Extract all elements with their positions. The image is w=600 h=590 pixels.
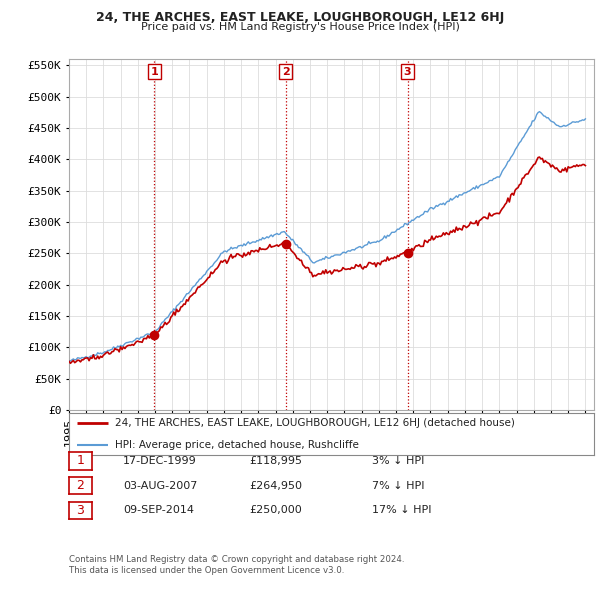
Text: 7% ↓ HPI: 7% ↓ HPI [372, 481, 425, 490]
Text: 17-DEC-1999: 17-DEC-1999 [123, 456, 197, 466]
Text: £118,995: £118,995 [249, 456, 302, 466]
Text: 09-SEP-2014: 09-SEP-2014 [123, 506, 194, 515]
Text: Price paid vs. HM Land Registry's House Price Index (HPI): Price paid vs. HM Land Registry's House … [140, 22, 460, 32]
Text: £250,000: £250,000 [249, 506, 302, 515]
Text: 03-AUG-2007: 03-AUG-2007 [123, 481, 197, 490]
Text: 24, THE ARCHES, EAST LEAKE, LOUGHBOROUGH, LE12 6HJ (detached house): 24, THE ARCHES, EAST LEAKE, LOUGHBOROUGH… [115, 418, 515, 428]
Text: 3: 3 [76, 504, 85, 517]
Text: £264,950: £264,950 [249, 481, 302, 490]
Text: 17% ↓ HPI: 17% ↓ HPI [372, 506, 431, 515]
Text: 1: 1 [76, 454, 85, 467]
Text: HPI: Average price, detached house, Rushcliffe: HPI: Average price, detached house, Rush… [115, 440, 359, 450]
Text: Contains HM Land Registry data © Crown copyright and database right 2024.
This d: Contains HM Land Registry data © Crown c… [69, 555, 404, 575]
Text: 3: 3 [404, 67, 412, 77]
Text: 2: 2 [76, 479, 85, 492]
Text: 1: 1 [151, 67, 158, 77]
Text: 24, THE ARCHES, EAST LEAKE, LOUGHBOROUGH, LE12 6HJ: 24, THE ARCHES, EAST LEAKE, LOUGHBOROUGH… [96, 11, 504, 24]
Text: 2: 2 [281, 67, 289, 77]
Text: 3% ↓ HPI: 3% ↓ HPI [372, 456, 424, 466]
